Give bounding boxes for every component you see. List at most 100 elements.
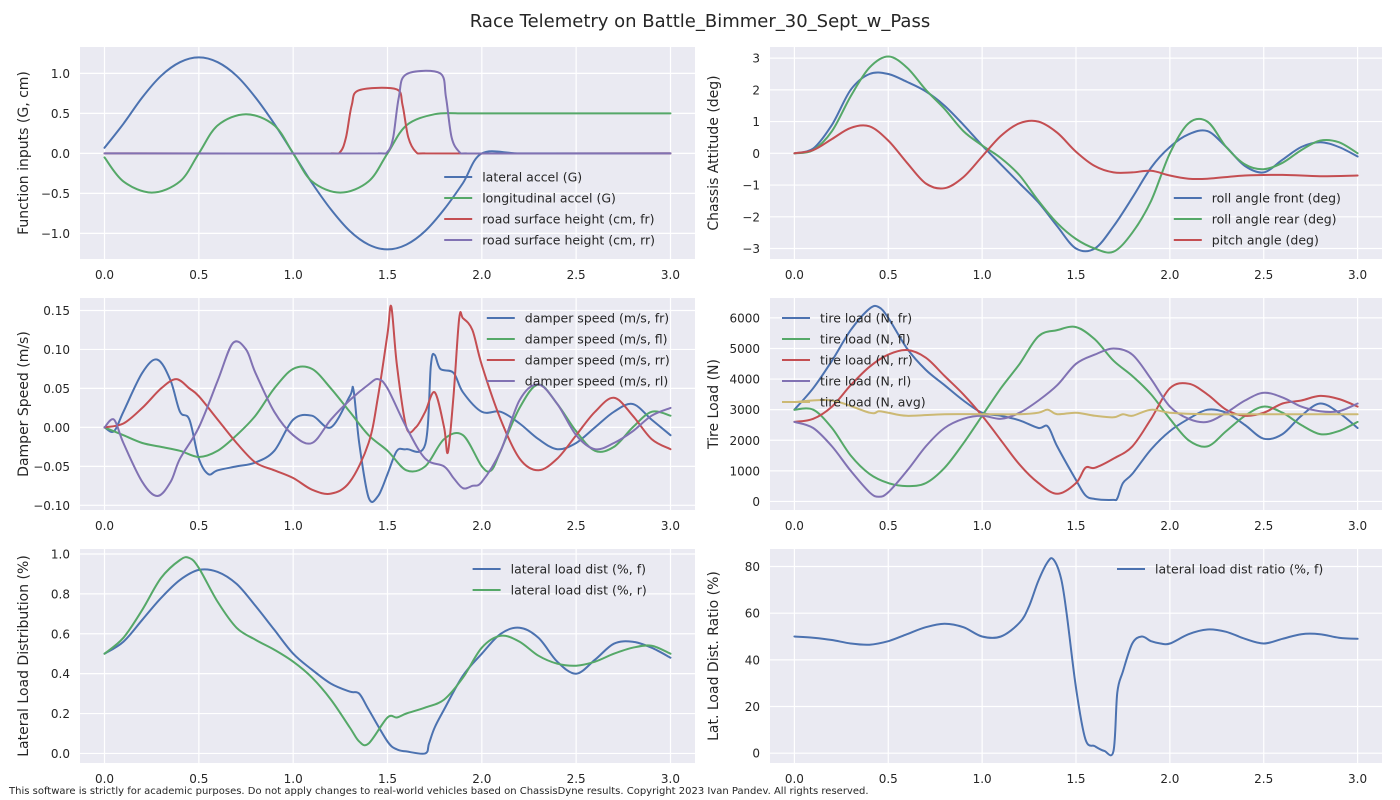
legend-label: lateral load dist (%, f) <box>511 562 646 577</box>
y-tick-label: 0.2 <box>51 707 70 721</box>
legend-label: damper speed (m/s, rl) <box>525 374 668 389</box>
legend: tire load (N, fr) tire load (N, fl) tire l… <box>782 311 926 410</box>
y-axis-label: Chassis Attitude (deg) <box>706 75 722 230</box>
legend-label: damper speed (m/s, rr) <box>525 353 670 368</box>
y-tick-label: 2 <box>752 83 760 97</box>
x-tick-label: 0.0 <box>95 519 114 533</box>
x-tick-label: 3.0 <box>1348 772 1367 786</box>
y-tick-label: −2 <box>742 210 760 224</box>
x-tick-label: 3.0 <box>1348 268 1367 282</box>
y-axis-label: Lateral Load Distribution (%) <box>16 555 32 757</box>
legend-label: tire load (N, rr) <box>820 353 913 368</box>
series-line <box>103 556 672 747</box>
y-tick-label: −1 <box>742 179 760 193</box>
legend-label: damper speed (m/s, fr) <box>525 311 669 326</box>
x-tick-label: 2.5 <box>567 772 586 786</box>
x-tick-label: 0.0 <box>785 519 804 533</box>
legend-label: damper speed (m/s, fl) <box>525 332 668 347</box>
figure-title: Race Telemetry on Battle_Bimmer_30_Sept_… <box>469 11 931 32</box>
y-axis-label: Damper Speed (m/s) <box>16 331 32 477</box>
y-tick-label: 0.5 <box>51 107 70 121</box>
y-axis-label: Tire Load (N) <box>706 359 722 450</box>
series-line <box>103 69 672 155</box>
legend-label: road surface height (cm, rr) <box>482 233 655 248</box>
legend-label: pitch angle (deg) <box>1212 233 1319 248</box>
y-tick-label: 1.0 <box>51 67 70 81</box>
y-tick-label: 0 <box>752 747 760 761</box>
series-line <box>103 365 672 473</box>
series-line <box>793 304 1359 502</box>
y-tick-label: 3 <box>752 52 760 66</box>
x-tick-label: 1.0 <box>284 772 303 786</box>
series-line <box>103 568 672 755</box>
series-line <box>793 347 1359 498</box>
series-line <box>793 71 1359 253</box>
y-tick-label: 60 <box>745 607 760 621</box>
x-tick-label: 0.0 <box>785 772 804 786</box>
x-tick-label: 2.0 <box>1160 268 1179 282</box>
series-line <box>793 119 1359 190</box>
x-tick-label: 2.5 <box>1254 772 1273 786</box>
x-tick-label: 3.0 <box>661 772 680 786</box>
x-tick-label: 1.0 <box>973 519 992 533</box>
x-tick-label: 3.0 <box>1348 519 1367 533</box>
x-tick-label: 0.5 <box>879 519 898 533</box>
y-tick-label: 80 <box>745 560 760 574</box>
x-tick-label: 1.5 <box>1066 519 1085 533</box>
x-tick-label: 0.5 <box>189 268 208 282</box>
series-line <box>793 398 1359 419</box>
x-tick-label: 0.0 <box>95 772 114 786</box>
y-tick-label: 0.0 <box>51 147 70 161</box>
y-tick-label: 0.0 <box>51 747 70 761</box>
y-tick-label: 0 <box>752 495 760 509</box>
y-tick-label: −1.0 <box>41 227 70 241</box>
legend-label: road surface height (cm, fr) <box>482 212 654 227</box>
legend-label: lateral accel (G) <box>482 170 582 185</box>
x-tick-label: 0.0 <box>95 268 114 282</box>
legend-label: roll angle rear (deg) <box>1212 212 1337 227</box>
y-tick-label: 6000 <box>729 311 760 325</box>
legend-label: roll angle front (deg) <box>1212 191 1341 206</box>
y-tick-label: 0.00 <box>43 421 70 435</box>
series-line <box>793 55 1359 254</box>
legend: damper speed (m/s, fr) damper speed (m/s,… <box>486 311 670 389</box>
y-tick-label: 3000 <box>729 403 760 417</box>
legend: roll angle front (deg) roll angle rear (d… <box>1173 191 1341 248</box>
y-tick-label: 1 <box>752 115 760 129</box>
x-tick-label: 1.5 <box>378 772 397 786</box>
y-tick-label: 1000 <box>729 464 760 478</box>
x-tick-label: 1.0 <box>284 519 303 533</box>
series-line <box>103 352 672 503</box>
x-tick-label: 1.5 <box>1066 268 1085 282</box>
y-tick-label: 0.8 <box>51 587 70 601</box>
legend-label: lateral load dist (%, r) <box>511 583 647 598</box>
y-tick-label: −3 <box>742 242 760 256</box>
y-tick-label: 5000 <box>729 342 760 356</box>
x-tick-label: 0.5 <box>189 519 208 533</box>
x-tick-label: 2.0 <box>1160 772 1179 786</box>
x-tick-label: 1.5 <box>378 268 397 282</box>
legend-label: tire load (N, fl) <box>820 332 911 347</box>
x-tick-label: 0.5 <box>879 772 898 786</box>
y-tick-label: 20 <box>745 700 760 714</box>
y-tick-label: 0.05 <box>43 382 70 396</box>
legend-label: tire load (N, rl) <box>820 374 911 389</box>
y-tick-label: 0 <box>752 147 760 161</box>
chart-panel-damper: 0.0 0.5 1.0 1.5 2.0 2.5 3.0 −0.10 −0.05 0.00 0.05 0… <box>16 298 695 533</box>
chart-panel-inputs: 0.0 0.5 1.0 1.5 2.0 2.5 3.0 −1.0 −0.5 0.0 0.5 1.0 Fu… <box>16 47 695 282</box>
y-tick-label: 0.15 <box>43 304 70 318</box>
chart-panel-latratio: 0.0 0.5 1.0 1.5 2.0 2.5 3.0 0 20 40 60 80 Lat. Load … <box>706 549 1382 786</box>
copyright-footer: This software is strictly for academic p… <box>9 786 869 797</box>
x-tick-label: 1.0 <box>284 268 303 282</box>
x-tick-label: 1.0 <box>973 268 992 282</box>
y-tick-label: 4000 <box>729 373 760 387</box>
x-tick-label: 2.5 <box>1254 268 1273 282</box>
y-tick-label: 0.6 <box>51 627 70 641</box>
legend: lateral accel (G) longitudinal accel (G) r… <box>444 170 655 248</box>
y-tick-label: 0.10 <box>43 343 70 357</box>
x-tick-label: 2.5 <box>1254 519 1273 533</box>
x-tick-label: 2.0 <box>472 772 491 786</box>
x-tick-label: 0.5 <box>189 772 208 786</box>
legend: lateral load dist (%, f) lateral load dis… <box>472 562 647 598</box>
